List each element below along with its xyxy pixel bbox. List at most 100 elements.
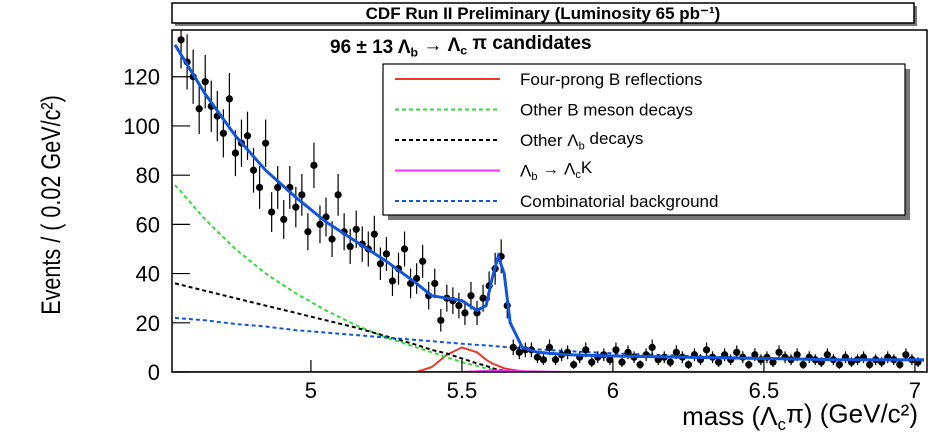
data-point: [509, 343, 517, 351]
data-point: [382, 250, 391, 258]
legend-label: Λb → ΛcK: [520, 158, 593, 183]
data-point: [195, 105, 203, 113]
text-part: Λ: [520, 162, 532, 181]
data-point: [201, 78, 209, 86]
component-curve: [175, 369, 924, 372]
data-point: [177, 36, 185, 44]
data-point: [249, 166, 258, 174]
data-point: [775, 348, 783, 356]
data-point: [370, 230, 378, 238]
x-tick-label: 5: [305, 378, 317, 403]
y-tick-label: 120: [123, 65, 160, 90]
data-point: [310, 161, 318, 169]
y-axis-label: Events / ( 0.02 GeV/c²): [37, 95, 67, 315]
y-tick-label: 40: [136, 262, 160, 287]
text-part: π) (GeV/c²): [786, 398, 918, 428]
data-point: [606, 356, 614, 364]
data-point: [545, 343, 554, 351]
data-point: [902, 351, 910, 359]
data-point: [334, 191, 342, 199]
data-point: [304, 228, 312, 236]
data-point: [618, 358, 626, 366]
data-point: [533, 353, 542, 361]
data-point: [648, 343, 656, 351]
subscript: b: [579, 140, 585, 152]
subscript: b: [531, 171, 537, 183]
subscript: b: [411, 46, 419, 60]
data-point: [274, 183, 282, 192]
data-point: [419, 257, 427, 265]
component-curve: [174, 184, 924, 372]
x-tick-label: 7: [909, 378, 921, 403]
y-tick-label: 20: [136, 311, 160, 336]
data-point: [400, 245, 409, 253]
legend-label: Other B meson decays: [520, 101, 693, 120]
y-tick-label: 100: [123, 114, 160, 139]
data-point: [751, 351, 759, 359]
text-part: K: [581, 158, 593, 177]
data-point: [612, 346, 620, 354]
component-curve: [174, 282, 924, 372]
data-point: [231, 149, 240, 157]
subscript: c: [575, 169, 581, 181]
legend: Four-prong B reflections Other B meson de…: [395, 70, 718, 211]
data-point: [666, 358, 674, 366]
text-part: 96 ± 13 Λ: [330, 37, 411, 58]
data-point: [328, 235, 336, 243]
data-point: [268, 208, 276, 216]
text-part: Combinatorial background: [520, 192, 718, 211]
plot-frame: [171, 29, 928, 373]
plot-area: 0 20 40 60 80 100 120 5 5.5 6 6.5 7: [123, 30, 925, 403]
data-point: [298, 191, 306, 199]
data-point: [582, 346, 590, 354]
data-point: [636, 361, 644, 369]
data-point: [672, 348, 680, 356]
text-part: π candidates: [467, 33, 591, 54]
text-part: decays: [585, 129, 644, 148]
legend-label: Combinatorial background: [520, 192, 718, 211]
chart-title: CDF Run II Preliminary (Luminosity 65 pb…: [366, 4, 721, 23]
data-point: [799, 361, 807, 369]
y-tick-label: 0: [148, 360, 160, 385]
data-point: [316, 220, 324, 228]
data-point: [437, 316, 445, 324]
data-point: [733, 348, 741, 356]
data-point: [461, 309, 469, 317]
text-part: Other B meson decays: [520, 101, 693, 120]
x-tick-label: 6: [607, 378, 619, 403]
data-point: [225, 95, 233, 103]
data-point: [835, 361, 844, 369]
x-axis-label: mass (Λcπ) (GeV/c²): [682, 398, 918, 434]
text-part: → Λ: [418, 35, 461, 56]
subscript: c: [460, 44, 467, 58]
data-point: [467, 292, 475, 300]
data-point: [376, 260, 384, 268]
annotation: 96 ± 13 Λb → Λc π candidates: [330, 33, 592, 60]
data-point: [570, 361, 578, 369]
data-point: [539, 356, 548, 364]
data-point: [702, 346, 711, 354]
title-box: [171, 2, 915, 24]
data-point: [715, 358, 723, 366]
data-point: [455, 301, 463, 310]
data-point: [243, 132, 252, 140]
data-point: [280, 215, 288, 224]
text-part: Other Λ: [520, 131, 579, 150]
data-point: [624, 348, 632, 356]
legend-box: [382, 63, 906, 216]
data-point: [262, 139, 270, 147]
data-point: [352, 225, 360, 233]
y-tick-label: 80: [136, 163, 160, 188]
text-part: Four-prong B reflections: [520, 70, 702, 89]
data-point: [684, 361, 693, 369]
data-point: [479, 294, 487, 302]
data-point: [255, 183, 264, 192]
component-curve: [175, 346, 924, 372]
component-curve: [174, 316, 925, 362]
data-point: [388, 277, 397, 285]
data-point: [346, 242, 354, 251]
data-point: [588, 358, 596, 366]
legend-label: Other Λb decays: [520, 129, 643, 152]
x-tick-label: 5.5: [447, 378, 478, 403]
